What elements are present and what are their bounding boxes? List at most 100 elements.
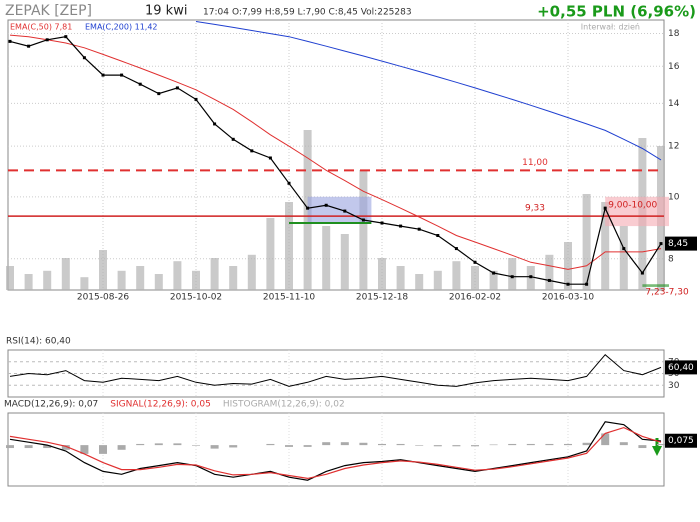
price-bar <box>659 242 663 246</box>
rsi-line <box>9 353 662 387</box>
histogram-bar <box>6 445 14 449</box>
histogram-bar <box>24 445 33 449</box>
volume-bar <box>24 274 33 290</box>
volume-bar <box>154 274 163 290</box>
zone <box>642 284 669 287</box>
macd-line <box>9 421 662 481</box>
histogram-bar <box>61 445 70 450</box>
x-tick-label: 2015-10-02 <box>170 293 222 303</box>
zone-label: 7,23-7,30 <box>645 288 689 298</box>
volume-bar <box>61 258 70 290</box>
volume-bar <box>173 261 182 290</box>
histogram-bar <box>359 442 368 446</box>
last-value-tag <box>665 236 697 251</box>
y-tick-label: 18 <box>668 29 680 39</box>
legend-entry: SIGNAL(12,26,9): 0,05 <box>110 400 211 410</box>
volume-bar <box>229 266 238 290</box>
histogram-bar <box>396 443 405 446</box>
volume-bar <box>43 270 52 290</box>
volume-bar <box>415 274 424 290</box>
last-value-label: 0,075 <box>668 436 694 446</box>
histogram-bar <box>526 443 535 446</box>
macd-frame <box>7 412 665 487</box>
volume-bar <box>6 266 14 290</box>
volume-bar <box>340 234 349 290</box>
volume-bar <box>210 258 219 290</box>
histogram-bar <box>266 443 275 446</box>
time: 17:04 <box>203 8 229 18</box>
interval: Interwał: dzień <box>581 23 640 32</box>
ohlc: O:7,99 H:8,59 L:7,90 C:8,45 Vol:225283 <box>232 8 412 18</box>
last-value-tag <box>665 360 697 375</box>
date: 19 kwi <box>145 4 187 19</box>
volume-bar <box>564 242 572 290</box>
x-tick-label: 2015-08-26 <box>77 293 130 303</box>
histogram-bar <box>136 443 145 446</box>
histogram-bar <box>601 433 610 446</box>
volume-bar <box>117 270 126 290</box>
x-tick-label: 2015-11-10 <box>263 293 316 303</box>
histogram-bar <box>99 445 107 454</box>
histogram-bar <box>619 442 628 446</box>
legend-entry: HISTOGRAM(12,26,9): 0,02 <box>223 400 345 410</box>
histogram-bar <box>43 445 52 449</box>
histogram-bar <box>322 442 331 446</box>
histogram-bar <box>229 445 238 448</box>
volume-bar <box>285 202 293 290</box>
histogram-bar <box>303 445 312 447</box>
y-tick-label: 12 <box>668 142 679 152</box>
y-tick-label: 30 <box>668 381 680 391</box>
zone <box>605 196 669 227</box>
histogram-bar <box>638 445 647 449</box>
histogram-bar <box>452 445 461 447</box>
legend-entry: EMA(C,50) 7,81 <box>10 23 72 32</box>
volume-bar <box>359 170 368 290</box>
volume-bar <box>471 266 479 290</box>
histogram-bar <box>210 445 219 449</box>
y-tick-label: 8 <box>668 254 674 264</box>
zone-label: 9,00-10,00 <box>608 200 657 210</box>
histogram-bar <box>471 445 479 447</box>
histogram-bar <box>117 445 126 450</box>
volume-bar <box>452 261 461 290</box>
price-line <box>9 36 662 285</box>
volume-bar <box>545 254 554 290</box>
x-tick-label: 2015-12-18 <box>356 293 409 303</box>
volume-bar <box>489 270 498 290</box>
volume-bar <box>601 202 610 290</box>
y-tick-label: 10 <box>668 192 680 202</box>
histogram-bar <box>285 445 293 447</box>
volume-bar <box>99 250 107 290</box>
last-value-tag <box>665 433 697 448</box>
rsi-title: RSI(14): 60,40 <box>6 337 71 347</box>
volume-bar <box>80 277 89 290</box>
macd-line <box>9 426 662 480</box>
volume-bar <box>396 266 405 290</box>
volume-bar <box>508 258 517 290</box>
last-value-label: 8,45 <box>668 239 688 249</box>
histogram-bar <box>340 442 349 446</box>
volume-bar <box>322 226 331 290</box>
ema-line <box>195 21 662 161</box>
volume-bar <box>582 194 591 290</box>
histogram-bar <box>564 443 572 446</box>
histogram-bar <box>192 445 200 446</box>
histogram-bar <box>173 443 182 446</box>
last-value-label: 60,40 <box>668 363 694 373</box>
histogram-bar <box>545 443 554 446</box>
change: +0,55 PLN (6,96%) <box>537 3 696 21</box>
histogram-bar <box>508 443 517 446</box>
histogram-bar <box>582 442 591 446</box>
histogram-bar <box>415 445 424 446</box>
volume-bar <box>266 218 275 290</box>
ema-line <box>9 34 662 270</box>
level-label: 11,00 <box>522 158 548 168</box>
histogram-bar <box>657 443 665 446</box>
volume-bar <box>136 266 145 290</box>
histogram-bar <box>489 444 498 446</box>
arrow-icon <box>652 438 662 456</box>
legend-entry: EMA(C,200) 11,42 <box>85 23 158 32</box>
y-tick-label: 14 <box>668 99 680 109</box>
x-tick-label: 2016-03-10 <box>542 293 595 303</box>
